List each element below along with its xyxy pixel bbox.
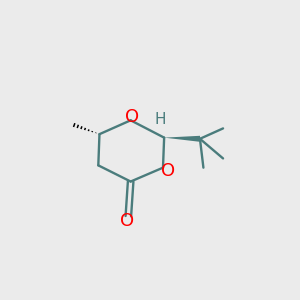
Text: H: H bbox=[155, 112, 167, 127]
Polygon shape bbox=[164, 136, 200, 142]
Text: O: O bbox=[160, 162, 175, 180]
Text: O: O bbox=[120, 212, 134, 230]
Text: O: O bbox=[125, 108, 139, 126]
